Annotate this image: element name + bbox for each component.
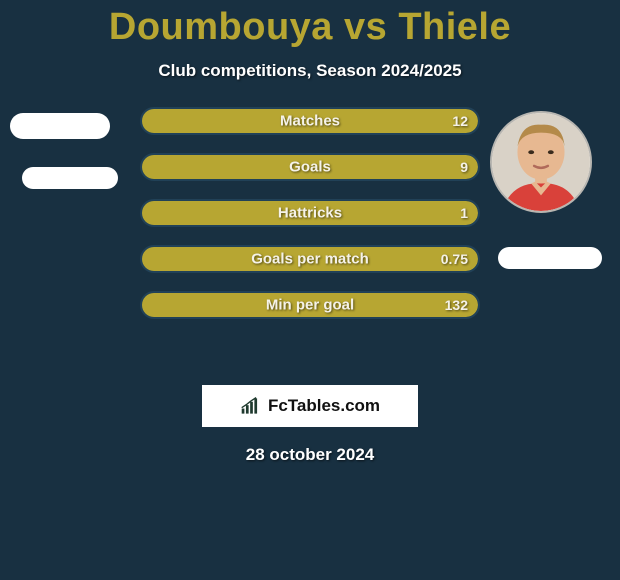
brand-text: FcTables.com [268,396,380,416]
stat-bar-value-right: 12 [452,113,468,129]
comparison-stage: Matches 12 Goals 9 Hattricks 1 Goals per match… [0,113,620,373]
stat-bar-label: Hattricks [278,205,342,222]
stat-bars: Matches 12 Goals 9 Hattricks 1 Goals per match… [140,107,480,337]
stat-bar-value-right: 132 [445,297,468,313]
stat-bar-label: Goals [289,159,331,176]
stat-bar-value-right: 9 [460,159,468,175]
stat-bar: Goals per match 0.75 [140,245,480,273]
comparison-title: Doumbouya vs Thiele [0,0,620,49]
stat-bar: Goals 9 [140,153,480,181]
player-right-avatar [490,111,592,213]
stat-bar: Hattricks 1 [140,199,480,227]
player-right-photo [492,113,590,211]
stat-bar-value-right: 0.75 [441,251,468,267]
stat-bar-label: Min per goal [266,297,354,314]
brand-badge[interactable]: FcTables.com [202,385,418,427]
left-score-pill-1 [10,113,110,139]
comparison-subtitle: Club competitions, Season 2024/2025 [0,61,620,81]
brand-chart-icon [240,396,262,416]
snapshot-date: 28 october 2024 [0,445,620,465]
left-score-pill-2 [22,167,118,189]
stat-bar: Matches 12 [140,107,480,135]
stat-bar-label: Goals per match [251,251,369,268]
right-score-pill [498,247,602,269]
stat-bar-value-right: 1 [460,205,468,221]
stat-bar-label: Matches [280,113,340,130]
stat-bar: Min per goal 132 [140,291,480,319]
